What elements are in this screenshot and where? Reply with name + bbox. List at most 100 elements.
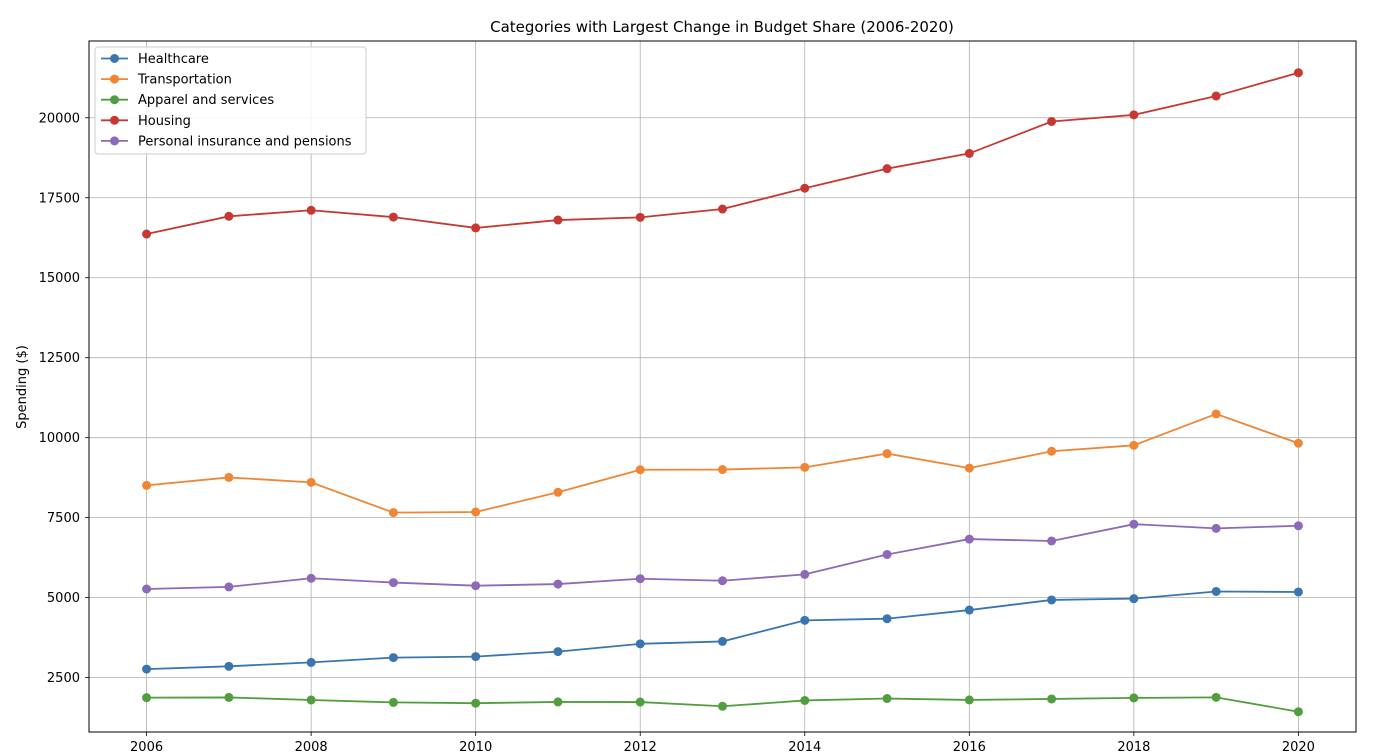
data-point bbox=[142, 229, 152, 239]
data-point bbox=[964, 534, 974, 544]
data-point bbox=[306, 695, 316, 705]
data-point bbox=[718, 636, 727, 646]
data-point bbox=[471, 223, 481, 233]
y-tick-label: 20000 bbox=[39, 111, 80, 126]
data-point bbox=[882, 614, 892, 624]
data-point bbox=[553, 487, 563, 497]
data-point bbox=[388, 697, 398, 707]
data-point bbox=[718, 204, 727, 214]
data-point bbox=[1129, 110, 1139, 120]
data-point bbox=[800, 183, 810, 193]
legend-item: Apparel and services bbox=[101, 93, 274, 108]
data-point bbox=[635, 639, 645, 649]
data-point bbox=[224, 472, 234, 482]
legend-marker bbox=[110, 95, 119, 105]
data-point bbox=[964, 148, 974, 158]
data-point bbox=[1211, 523, 1221, 533]
series-transportation bbox=[142, 409, 1303, 518]
data-point bbox=[471, 652, 481, 662]
data-point bbox=[1047, 694, 1057, 704]
series-housing bbox=[142, 68, 1303, 239]
series-healthcare bbox=[142, 586, 1303, 674]
legend-item: Healthcare bbox=[101, 52, 209, 67]
plot-frame bbox=[88, 40, 1357, 733]
series-layer bbox=[142, 68, 1303, 717]
data-point bbox=[1211, 91, 1221, 101]
data-point bbox=[800, 569, 810, 579]
data-point bbox=[1293, 707, 1303, 717]
legend-label: Housing bbox=[138, 114, 191, 129]
y-tick-label: 7500 bbox=[47, 511, 80, 526]
data-point bbox=[388, 212, 398, 222]
legend-box bbox=[94, 46, 367, 155]
x-tick-label: 2012 bbox=[624, 740, 657, 755]
legend-marker bbox=[110, 115, 119, 125]
chart-title: Categories with Largest Change in Budget… bbox=[490, 18, 954, 36]
data-point bbox=[388, 653, 398, 663]
data-point bbox=[964, 695, 974, 705]
y-axis-label: Spending ($) bbox=[15, 345, 30, 429]
data-point bbox=[882, 449, 892, 459]
legend-marker bbox=[110, 136, 119, 146]
data-point bbox=[1293, 587, 1303, 597]
y-tick-label: 15000 bbox=[39, 271, 80, 286]
x-tick-label: 2008 bbox=[295, 740, 328, 755]
data-point bbox=[635, 212, 645, 222]
data-point bbox=[1129, 594, 1139, 604]
y-tick-label: 12500 bbox=[39, 351, 80, 366]
data-point bbox=[635, 697, 645, 707]
data-point bbox=[142, 664, 152, 674]
data-point bbox=[718, 465, 727, 475]
data-point bbox=[306, 477, 316, 487]
data-point bbox=[964, 605, 974, 615]
y-tick-label: 2500 bbox=[47, 671, 80, 686]
data-point bbox=[1293, 438, 1303, 448]
x-tick-label: 2020 bbox=[1282, 740, 1315, 755]
legend-item: Housing bbox=[101, 114, 191, 129]
data-point bbox=[306, 573, 316, 583]
data-point bbox=[553, 647, 563, 657]
data-point bbox=[1293, 68, 1303, 78]
x-tick-label: 2016 bbox=[953, 740, 986, 755]
data-point bbox=[388, 508, 398, 518]
legend-label: Transportation bbox=[137, 73, 232, 88]
series-line bbox=[146, 590, 1299, 671]
data-point bbox=[224, 211, 234, 221]
data-point bbox=[1211, 692, 1221, 702]
data-point bbox=[224, 582, 234, 592]
data-point bbox=[1293, 521, 1303, 531]
x-tick-label: 2006 bbox=[130, 740, 163, 755]
legend-marker bbox=[110, 54, 119, 63]
legend: Healthcare Transportation Apparel and serv… bbox=[94, 46, 367, 155]
legend-marker bbox=[110, 74, 119, 84]
data-point bbox=[142, 693, 152, 703]
data-point bbox=[306, 205, 316, 215]
data-point bbox=[388, 578, 398, 588]
data-point bbox=[718, 576, 727, 586]
data-point bbox=[1129, 519, 1139, 529]
data-point bbox=[471, 581, 481, 591]
y-tick-label: 5000 bbox=[47, 591, 80, 606]
data-point bbox=[1047, 595, 1057, 605]
data-point bbox=[553, 215, 563, 225]
data-point bbox=[142, 584, 152, 594]
series-apparel-and-services bbox=[142, 692, 1303, 717]
y-tick-label: 10000 bbox=[39, 431, 80, 446]
x-tick-label: 2014 bbox=[788, 740, 821, 755]
data-point bbox=[1211, 586, 1221, 596]
data-point bbox=[553, 697, 563, 707]
data-point bbox=[1129, 440, 1139, 450]
x-tick-label: 2010 bbox=[459, 740, 492, 755]
data-point bbox=[1129, 693, 1139, 703]
series-personal-insurance-and-pensions bbox=[142, 519, 1303, 594]
x-tick-label: 2018 bbox=[1117, 740, 1150, 755]
legend-label: Apparel and services bbox=[138, 93, 274, 108]
data-point bbox=[224, 661, 234, 671]
legend-item: Transportation bbox=[101, 73, 232, 88]
data-point bbox=[1211, 409, 1221, 419]
data-point bbox=[800, 695, 810, 705]
data-point bbox=[882, 164, 892, 174]
data-point bbox=[800, 462, 810, 472]
data-point bbox=[553, 579, 563, 589]
